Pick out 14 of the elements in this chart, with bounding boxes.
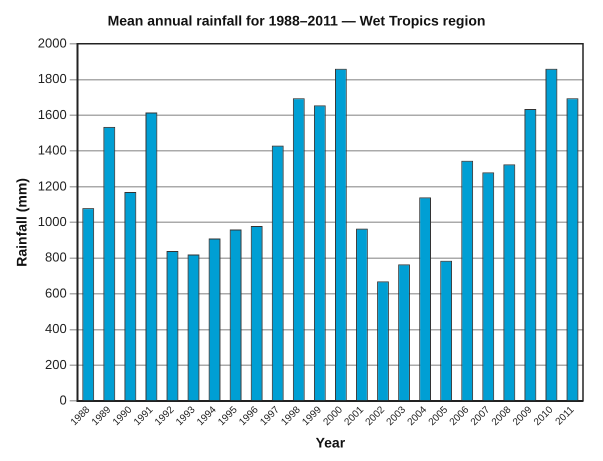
- y-tick-label: 200: [45, 356, 67, 372]
- y-tick-label: 1400: [38, 142, 67, 158]
- y-tick-label: 2000: [38, 35, 67, 50]
- y-tick-label: 0: [59, 392, 67, 408]
- y-tick-label: 600: [45, 285, 67, 300]
- y-tick-label: 1000: [38, 214, 67, 229]
- chart-title: Mean annual rainfall for 1988–2011 — Wet Tropics region: [108, 12, 486, 28]
- y-tick-label: 800: [45, 250, 67, 265]
- y-tick-label: 400: [45, 321, 67, 336]
- y-axis-title: Rainfall (mm): [13, 178, 30, 267]
- y-tick-label: 1800: [38, 71, 67, 86]
- y-tick-label: 1200: [38, 178, 67, 194]
- y-tick-label: 1600: [38, 106, 67, 122]
- x-axis-title: Year: [316, 434, 346, 450]
